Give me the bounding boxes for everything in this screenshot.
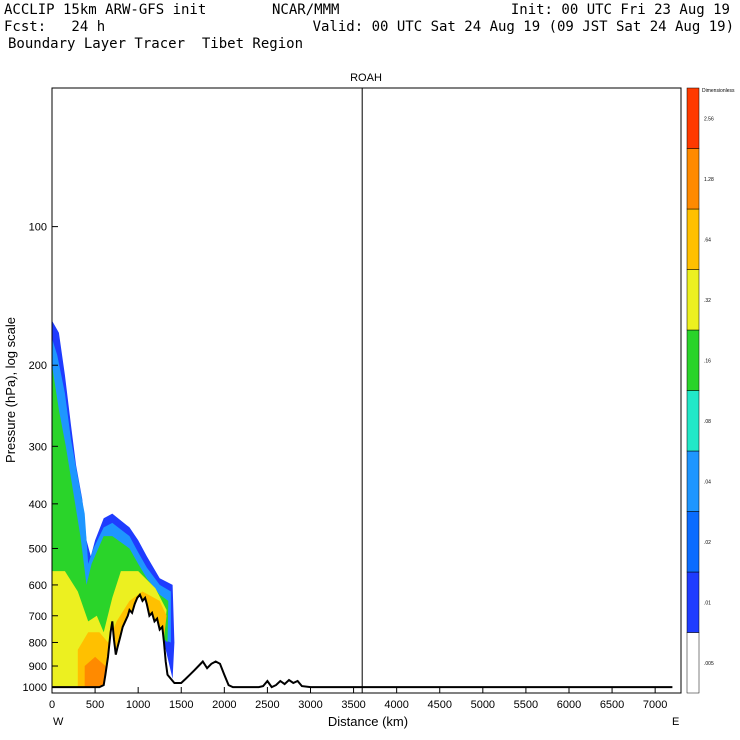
y-tick-label: 500 <box>29 543 47 555</box>
x-tick-label: 6500 <box>600 699 624 711</box>
colorbar-label: .02 <box>704 540 711 546</box>
colorbar-label: .04 <box>704 479 711 485</box>
x-tick-label: 500 <box>86 699 104 711</box>
colorbar-swatch <box>686 148 700 210</box>
tracer-region-5 <box>84 656 108 688</box>
y-tick-label: 200 <box>29 360 47 372</box>
colorbar-label: .005 <box>704 661 714 667</box>
colorbar-swatch <box>686 269 700 331</box>
x-tick-label: 6000 <box>557 699 581 711</box>
plot-frame <box>51 87 682 694</box>
y-tick-label: 600 <box>29 580 47 592</box>
y-tick-label: 400 <box>29 499 47 511</box>
colorbar-swatch <box>686 571 700 633</box>
y-tick-label: 700 <box>29 611 47 623</box>
header-line1-left: ACCLIP 15km ARW-GFS init <box>4 2 207 18</box>
colorbar-label: .16 <box>704 358 711 364</box>
x-end-label-west: W <box>53 716 64 728</box>
colorbar-label: .64 <box>704 237 711 243</box>
colorbar-label: .32 <box>704 298 711 304</box>
x-tick-label: 5000 <box>471 699 495 711</box>
header-line1-mid: NCAR/MMM <box>272 2 340 18</box>
x-tick-label: 1000 <box>126 699 150 711</box>
header-line2-left: Fcst: 24 h <box>4 19 106 35</box>
header-line3-left: Boundary Layer Tracer Tibet Region <box>8 36 304 52</box>
x-tick-label: 4000 <box>384 699 408 711</box>
chart-title: ROAH <box>350 72 382 84</box>
y-tick-label: 1000 <box>23 682 47 694</box>
colorbar-swatch <box>686 87 700 149</box>
y-tick-label: 300 <box>29 441 47 453</box>
x-tick-label: 0 <box>49 699 55 711</box>
x-tick-label: 7000 <box>643 699 667 711</box>
header-line1-right: Init: 00 UTC Fri 23 Aug 19 <box>510 2 730 18</box>
colorbar-swatch <box>686 511 700 573</box>
x-axis-label: Distance (km) <box>328 714 408 729</box>
colorbar-title: Dimensionless <box>702 88 735 94</box>
y-axis-label: Pressure (hPa), log scale <box>3 317 18 463</box>
x-tick-label: 3000 <box>298 699 322 711</box>
terrain-line <box>52 592 673 689</box>
colorbar-swatch <box>686 208 700 270</box>
y-tick-label: 900 <box>29 661 47 673</box>
colorbar-swatch <box>686 390 700 452</box>
colorbar-swatch <box>686 450 700 512</box>
x-tick-label: 3500 <box>341 699 365 711</box>
header-line2-right: Valid: 00 UTC Sat 24 Aug 19 (09 JST Sat … <box>312 19 734 35</box>
x-tick-label: 1500 <box>169 699 193 711</box>
colorbar-swatch <box>686 632 700 694</box>
x-end-label-east: E <box>672 716 679 728</box>
colorbar-swatch <box>686 329 700 391</box>
colorbar-label: 1.28 <box>704 177 714 183</box>
y-tick-label: 100 <box>29 222 47 234</box>
x-tick-label: 5500 <box>514 699 538 711</box>
colorbar-label: .01 <box>704 600 711 606</box>
x-tick-label: 4500 <box>427 699 451 711</box>
colorbar-label: 2.56 <box>704 116 714 122</box>
x-tick-label: 2500 <box>255 699 279 711</box>
x-tick-label: 2000 <box>212 699 236 711</box>
y-tick-label: 800 <box>29 637 47 649</box>
colorbar-label: .08 <box>704 419 711 425</box>
